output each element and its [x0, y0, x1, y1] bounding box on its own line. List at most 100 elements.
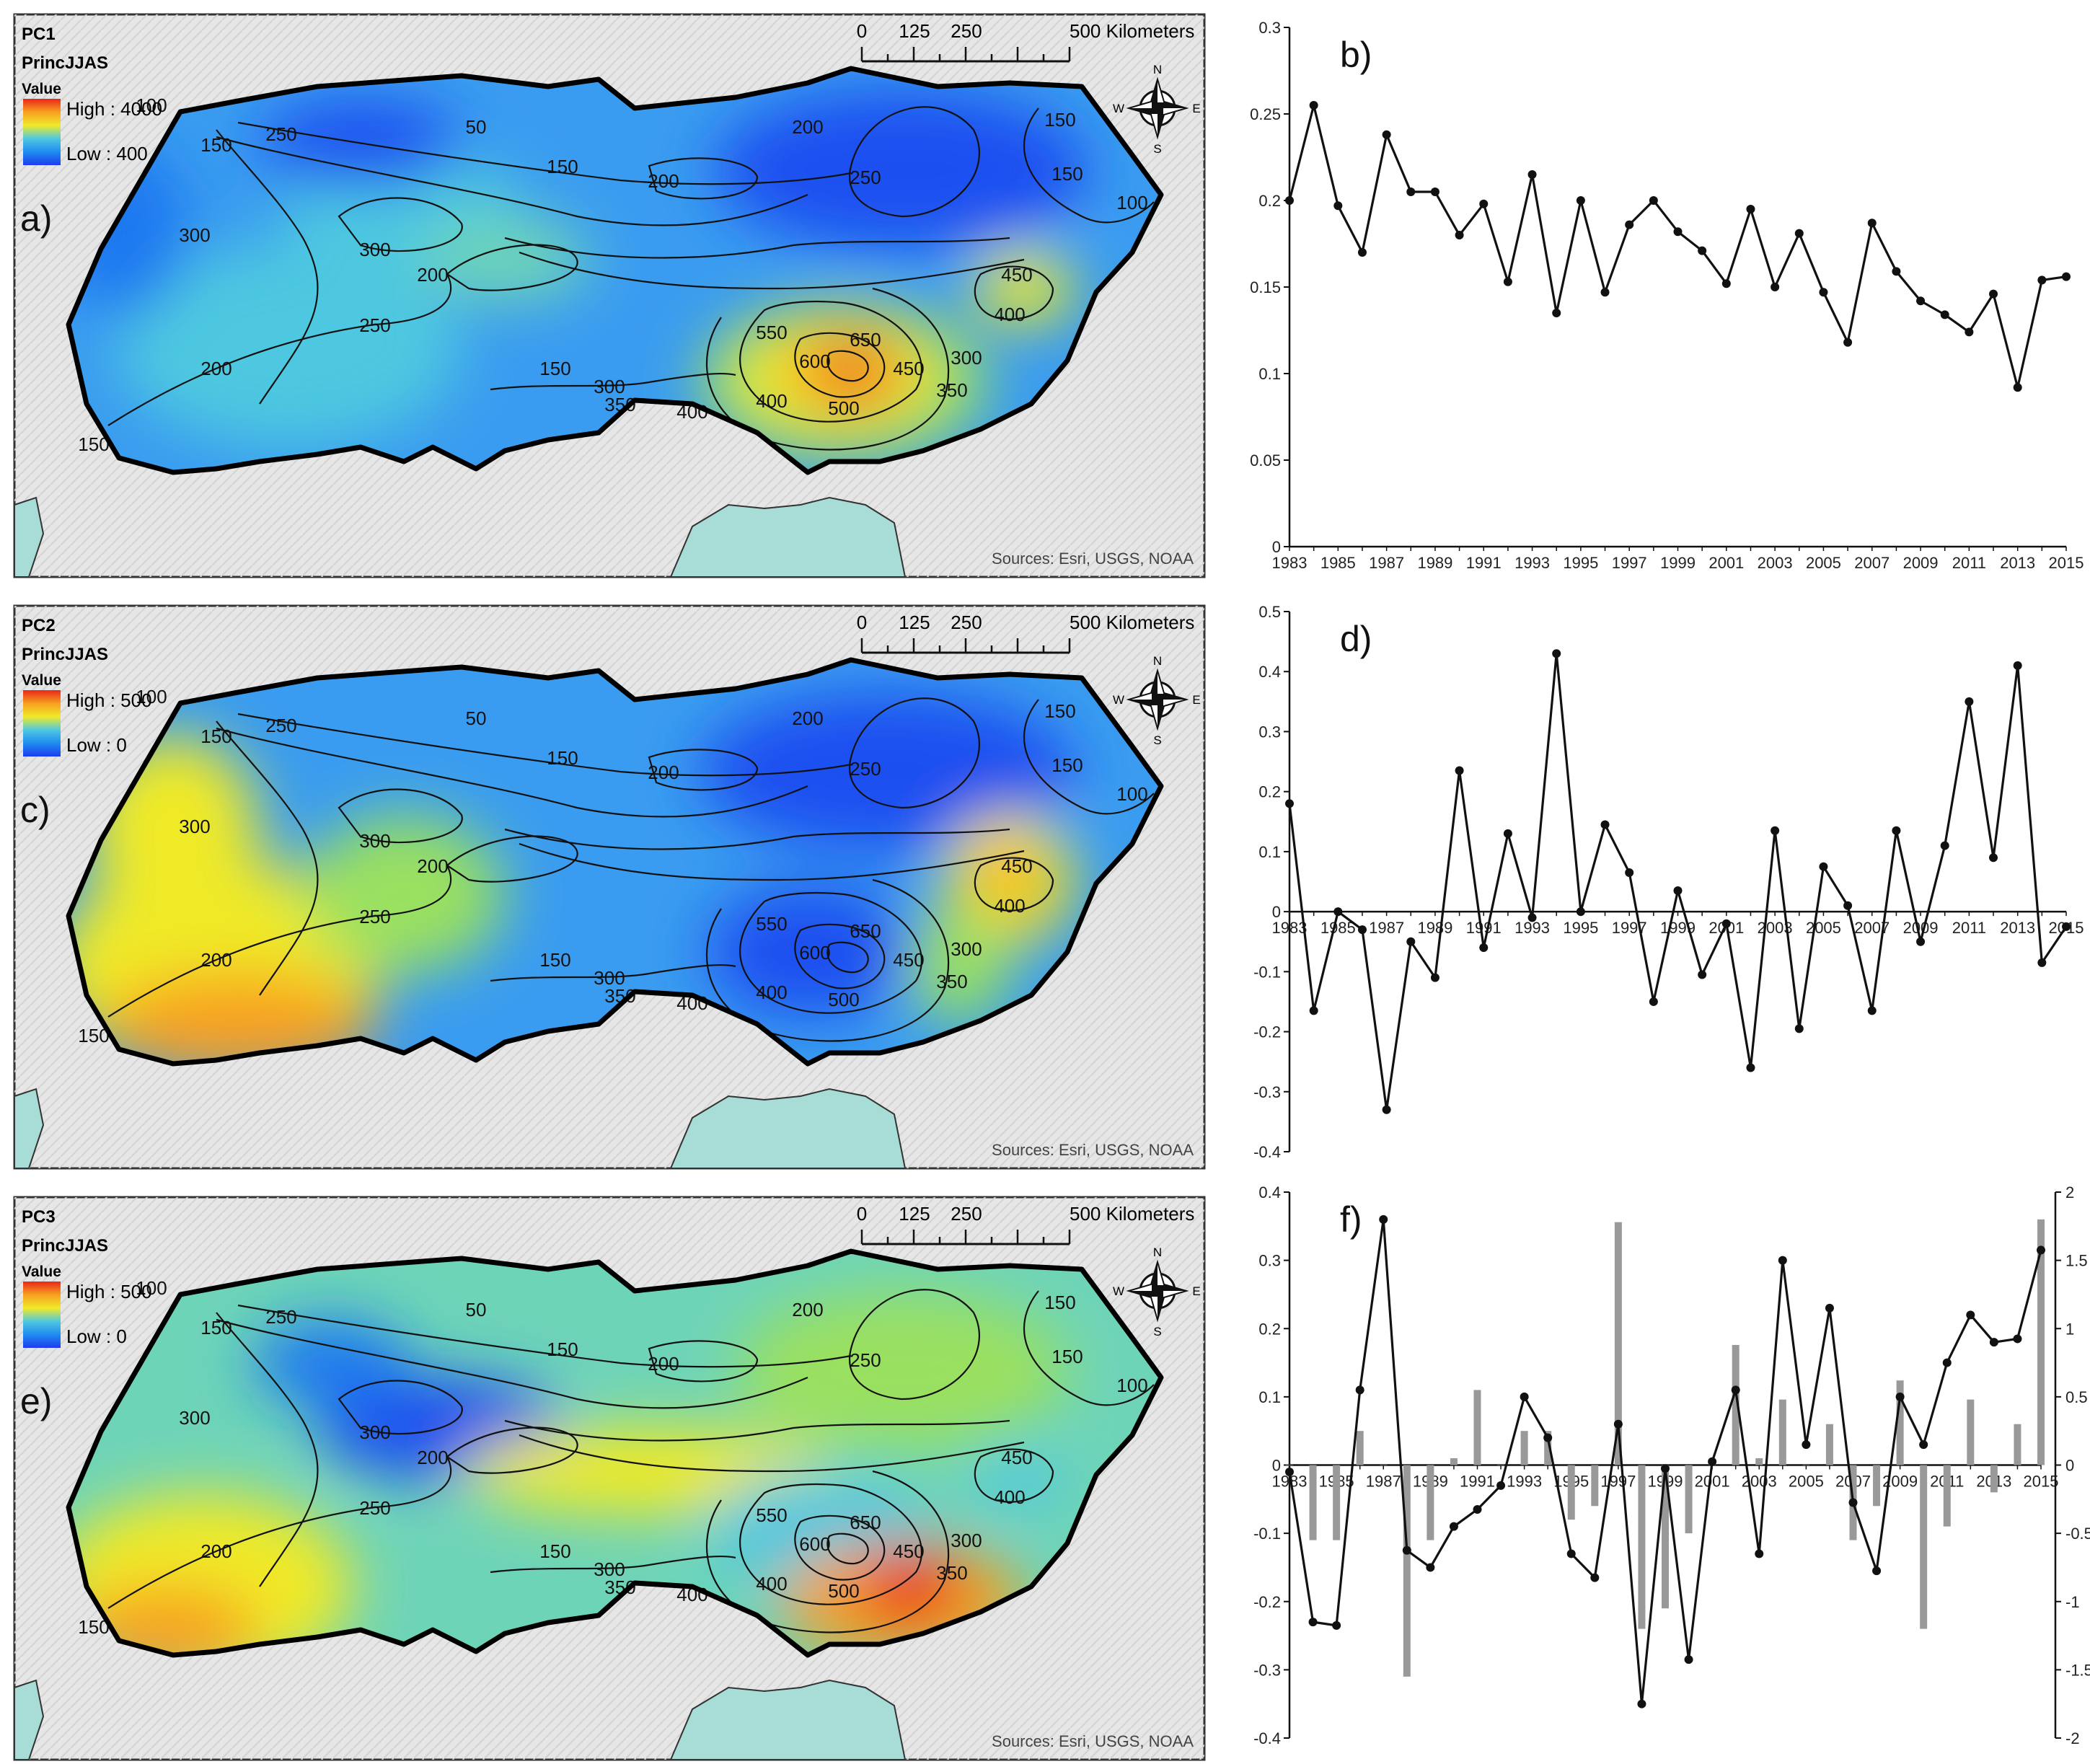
contour-label: 250 — [359, 314, 390, 336]
data-point — [1613, 1419, 1623, 1429]
x-tick-label: 1983 — [1272, 919, 1308, 937]
x-tick-label: 2009 — [1903, 919, 1939, 937]
pc-title: PC2 — [22, 616, 56, 635]
x-tick-label: 2005 — [1806, 554, 1841, 572]
data-point — [1455, 766, 1464, 775]
north-arrow-icon: N S E W — [1113, 654, 1201, 747]
data-point — [1819, 862, 1828, 871]
y-tick-label: -0.4 — [1253, 1729, 1281, 1747]
scale-tick-label: 500 Kilometers — [1070, 1203, 1194, 1225]
data-point — [1872, 1566, 1882, 1576]
y-tick-label: 0.3 — [1258, 1252, 1281, 1270]
data-point — [1333, 201, 1343, 211]
y2-tick-label: 1.5 — [2065, 1252, 2088, 1270]
contour-label: 100 — [136, 686, 167, 707]
panel-label: d) — [1340, 619, 1372, 659]
bar-mark — [1567, 1465, 1575, 1520]
contour-labels: 100 150 250 50 150 200 200 250 150 150 100 300 300 20… — [78, 686, 1147, 1046]
y2-tick-label: 2 — [2065, 1183, 2074, 1201]
y-tick-label: -0.2 — [1253, 1023, 1281, 1041]
compass-n: N — [1153, 63, 1162, 76]
x-tick-label: 2005 — [1789, 1473, 1824, 1491]
arabian-sea — [14, 496, 45, 578]
map-panel-pc1: 100 150 250 50 150 200 200 250 150 150 100 300 300 20… — [13, 13, 1206, 578]
x-tick-label: 1991 — [1460, 1473, 1495, 1491]
map-sources: Sources: Esri, USGS, NOAA — [992, 1141, 1194, 1159]
data-point — [2037, 1245, 2045, 1255]
x-tick-label: 1997 — [1600, 1473, 1636, 1491]
data-point — [1552, 309, 1561, 317]
contour-label: 450 — [1001, 264, 1032, 286]
bar-mark — [1544, 1431, 1552, 1465]
data-point — [1989, 289, 1998, 299]
contour-label: 200 — [648, 1353, 679, 1375]
bar-mark — [1755, 1458, 1763, 1465]
x-tick-label: 2001 — [1695, 1473, 1730, 1491]
x-tick-label: 2011 — [1952, 554, 1986, 572]
contour-label: 250 — [359, 1497, 390, 1519]
layer-name: PrincJJAS — [22, 1236, 108, 1256]
data-point — [1600, 820, 1610, 829]
data-point — [1479, 943, 1489, 953]
data-point — [1503, 277, 1512, 286]
data-point — [1708, 1457, 1717, 1466]
data-point — [1309, 101, 1318, 110]
contour-label: 300 — [359, 239, 390, 260]
legend-color-ramp — [23, 99, 61, 165]
x-tick-label: 1993 — [1514, 554, 1550, 572]
bar-mark — [1802, 1465, 1809, 1466]
data-point — [1357, 925, 1367, 935]
contour-label: 450 — [893, 949, 924, 971]
bay-of-bengal — [669, 1088, 907, 1169]
map-panel-pc2: 100 150 250 50 150 200 200 250 150 150 100 300 300 20… — [13, 604, 1206, 1170]
contour-label: 650 — [850, 920, 881, 942]
scale-bar: 0 125 250 500 Kilometers — [857, 1203, 1194, 1245]
data-point — [1731, 1385, 1740, 1395]
data-point — [1402, 1545, 1411, 1555]
x-tick-label: 2013 — [2000, 919, 2035, 937]
legend-high: High : 4000 — [66, 98, 162, 120]
contour-label: 450 — [1001, 855, 1032, 877]
y2-tick-label: -1 — [2065, 1593, 2080, 1611]
data-point — [1794, 229, 1804, 238]
x-tick-label: 2015 — [2049, 554, 2084, 572]
contour-label: 300 — [594, 1558, 625, 1580]
layer-name: PrincJJAS — [22, 645, 108, 664]
data-point — [1684, 1655, 1693, 1664]
contour-label: 500 — [828, 1580, 859, 1602]
raster-field — [69, 69, 1161, 472]
data-point — [1355, 1385, 1364, 1395]
x-tick-label: 1987 — [1366, 1473, 1401, 1491]
y-tick-label: 0.05 — [1250, 451, 1281, 469]
bar-mark — [1943, 1465, 1951, 1527]
compass-n: N — [1153, 654, 1162, 668]
raster-field — [69, 660, 1161, 1064]
data-point — [1673, 886, 1683, 895]
panel-label: b) — [1340, 35, 1372, 75]
scale-bar: 0 125 250 500 Kilometers — [857, 612, 1194, 654]
contour-label: 550 — [756, 1504, 787, 1526]
y-tick-label: 0.15 — [1250, 278, 1281, 296]
y-tick-label: 0.2 — [1258, 192, 1281, 210]
contour-label: 650 — [850, 329, 881, 350]
y-tick-label: 0.3 — [1258, 19, 1281, 37]
bar-mark — [2014, 1424, 2021, 1465]
bar-mark — [1333, 1465, 1341, 1540]
y-tick-label: 0 — [1272, 903, 1281, 921]
contour-label: 400 — [756, 390, 787, 412]
contour-label: 450 — [1001, 1447, 1032, 1468]
contour-label: 250 — [265, 123, 296, 145]
contour-label: 200 — [200, 949, 232, 971]
data-point — [1566, 1549, 1576, 1558]
contour-label: 100 — [136, 94, 167, 116]
bar-mark — [1873, 1465, 1881, 1507]
contour-label: 50 — [466, 116, 487, 138]
x-tick-label: 2005 — [1806, 919, 1841, 937]
data-point — [1755, 1549, 1764, 1558]
scale-tick-label: 250 — [951, 1203, 982, 1225]
bar-mark — [2037, 1219, 2045, 1465]
data-point — [1919, 1440, 1928, 1450]
legend-value-label: Value — [22, 1264, 61, 1280]
y-tick-label: 0.3 — [1258, 723, 1281, 741]
bar-mark — [1732, 1344, 1740, 1465]
